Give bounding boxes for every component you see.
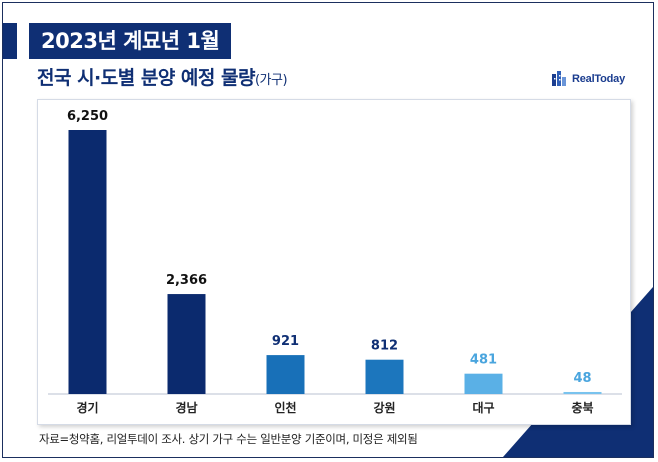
value-label-인천: 921	[272, 334, 299, 349]
value-label-경기: 6,250	[67, 109, 108, 124]
brand-logo: RealToday	[551, 69, 625, 89]
category-label-인천: 인천	[274, 400, 296, 415]
category-label-강원: 강원	[373, 401, 395, 415]
infographic-frame: 2023년 계묘년 1월 전국 시·도별 분양 예정 물량(가구) RealTo…	[2, 2, 654, 458]
unit-label: (가구)	[254, 73, 288, 88]
category-label-경기: 경기	[76, 400, 98, 415]
subtitle-text: 전국 시·도별 분양 예정 물량	[37, 67, 255, 89]
bar-chart: 6,250 경기 2,366 경남 921 인천 812 강원 481 대구 48 충북	[48, 109, 622, 415]
value-label-강원: 812	[371, 339, 398, 354]
value-label-충북: 48	[573, 371, 591, 386]
category-label-경남: 경남	[175, 400, 197, 415]
page-title: 2023년 계묘년 1월	[29, 23, 232, 59]
bar-인천	[266, 355, 305, 394]
category-label-대구: 대구	[472, 401, 494, 415]
chart-subtitle: 전국 시·도별 분양 예정 물량(가구)	[37, 63, 288, 90]
title-accent-bar	[3, 23, 17, 59]
bar-강원	[365, 359, 404, 394]
bar-경남	[167, 294, 206, 394]
realtoday-logo-icon	[552, 71, 566, 86]
chart-panel: 6,250 경기 2,366 경남 921 인천 812 강원 481 대구 48 충북	[37, 99, 631, 425]
value-label-대구: 481	[470, 353, 497, 368]
bar-충북	[563, 391, 602, 394]
category-label-충북: 충북	[571, 400, 593, 415]
bar-경기	[68, 130, 107, 394]
source-note: 자료=청약홈, 리얼투데이 조사. 상기 가구 수는 일반분양 기준이며, 미정…	[39, 432, 418, 446]
value-label-경남: 2,366	[166, 273, 207, 288]
bar-대구	[464, 373, 503, 394]
logo-text: RealToday	[572, 73, 626, 85]
